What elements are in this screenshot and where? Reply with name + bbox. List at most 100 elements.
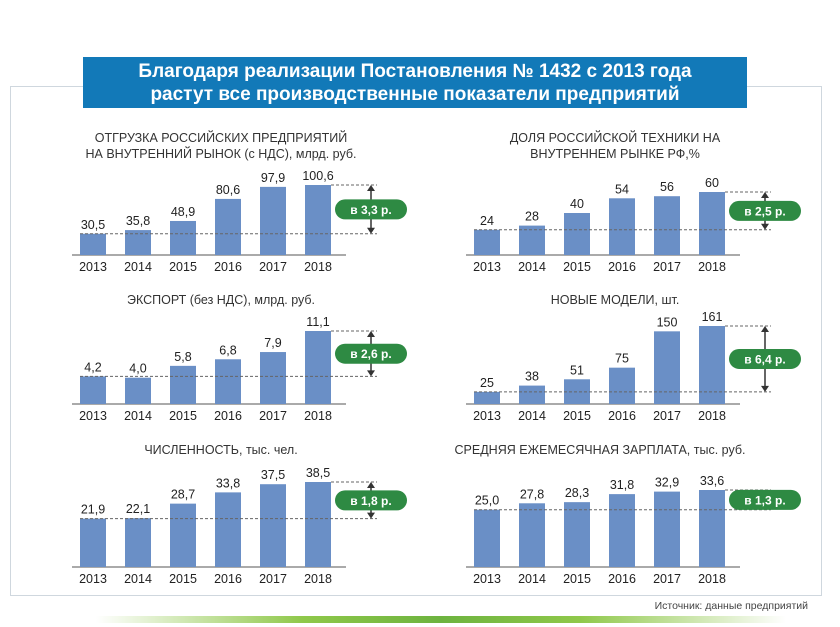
- growth-badge-label: в 6,4 р.: [744, 352, 785, 366]
- x-tick-label: 2013: [79, 260, 107, 274]
- decorative-bottom-bar: [96, 616, 786, 623]
- x-tick-label: 2014: [518, 572, 546, 586]
- growth-badge: [335, 490, 407, 511]
- x-tick-label: 2014: [124, 572, 152, 586]
- x-tick-label: 2016: [608, 409, 636, 423]
- bar: [654, 491, 680, 567]
- data-label: 31,8: [610, 478, 634, 492]
- data-label: 51: [570, 363, 584, 377]
- chart-plot: 21,9 2013 22,1 2014 28,7 2015 33,8 2016 37,5 2017…: [72, 466, 407, 586]
- bar: [609, 367, 635, 404]
- arrow-head-down-icon: [367, 227, 375, 234]
- chart-title-line1: СРЕДНЯЯ ЕЖЕМЕСЯЧНАЯ ЗАРПЛАТА, тыс. руб.: [454, 443, 746, 457]
- x-tick-label: 2018: [698, 409, 726, 423]
- chart-title: СРЕДНЯЯ ЕЖЕМЕСЯЧНАЯ ЗАРПЛАТА, тыс. руб.: [440, 442, 760, 458]
- x-tick-label: 2013: [473, 572, 501, 586]
- bar: [80, 518, 106, 567]
- x-tick-label: 2013: [79, 409, 107, 423]
- arrow-head-up-icon: [761, 326, 769, 332]
- x-tick-label: 2015: [563, 260, 591, 274]
- bar: [519, 385, 545, 404]
- x-tick-label: 2017: [259, 572, 287, 586]
- bar: [260, 484, 286, 567]
- x-tick-label: 2016: [214, 572, 242, 586]
- data-label: 27,8: [520, 487, 544, 501]
- bar: [519, 503, 545, 567]
- data-label: 56: [660, 180, 674, 194]
- x-tick-label: 2017: [653, 409, 681, 423]
- bar: [125, 377, 151, 404]
- x-tick-label: 2015: [563, 572, 591, 586]
- bar: [519, 225, 545, 255]
- x-tick-label: 2017: [653, 260, 681, 274]
- data-label: 24: [480, 214, 494, 228]
- x-tick-label: 2013: [473, 260, 501, 274]
- growth-badge-label: в 2,6 р.: [350, 347, 391, 361]
- arrow-head-down-icon: [761, 223, 769, 230]
- bar: [564, 502, 590, 567]
- growth-badge: [335, 343, 407, 364]
- data-label: 40: [570, 197, 584, 211]
- growth-badge-label: в 2,5 р.: [744, 204, 785, 218]
- arrow-head-up-icon: [367, 331, 375, 337]
- chart-title: ДОЛЯ РОССИЙСКОЙ ТЕХНИКИ НА ВНУТРЕННЕМ РЫ…: [460, 130, 770, 162]
- bar: [170, 503, 196, 567]
- data-label: 35,8: [126, 214, 150, 228]
- chart-plot: 30,5 2013 35,8 2014 48,9 2015 80,6 2016 97,9 2017…: [72, 169, 407, 274]
- chart-title-line1: ЭКСПОРТ (без НДС), млрд. руб.: [126, 293, 316, 307]
- data-label: 4,2: [84, 360, 101, 374]
- data-label: 38,5: [306, 466, 330, 480]
- data-label: 161: [702, 310, 723, 324]
- data-label: 32,9: [655, 476, 679, 490]
- arrow-head-down-icon: [761, 385, 769, 392]
- x-tick-label: 2013: [79, 572, 107, 586]
- data-label: 4,0: [129, 362, 146, 376]
- header-banner: Благодаря реализации Постановления № 143…: [83, 57, 747, 108]
- source-note: Источник: данные предприятий: [654, 600, 808, 612]
- bar: [474, 391, 500, 404]
- data-label: 28,7: [171, 488, 195, 502]
- chart-headcount: ЧИСЛЕННОСТЬ, тыс. чел. 21,9 2013 22,1 2014 2…: [66, 442, 466, 612]
- data-label: 33,8: [216, 476, 240, 490]
- data-label: 48,9: [171, 205, 195, 219]
- x-tick-label: 2016: [214, 260, 242, 274]
- data-label: 7,9: [264, 336, 281, 350]
- chart-plot: 4,2 2013 4,0 2014 5,8 2015 6,8 2016 7,9 2017 11,1 2…: [72, 315, 407, 423]
- bar: [609, 494, 635, 567]
- growth-badge: [729, 200, 801, 221]
- bar: [474, 509, 500, 567]
- chart-export: ЭКСПОРТ (без НДС), млрд. руб. 4,2 2013 4,0…: [66, 292, 466, 462]
- chart-title: НОВЫЕ МОДЕЛИ, шт.: [460, 292, 770, 308]
- x-tick-label: 2015: [169, 409, 197, 423]
- data-label: 21,9: [81, 503, 105, 517]
- data-label: 5,8: [174, 350, 191, 364]
- data-label: 37,5: [261, 468, 285, 482]
- arrow-head-up-icon: [367, 482, 375, 488]
- chart-title: ОТГРУЗКА РОССИЙСКИХ ПРЕДПРИЯТИЙ НА ВНУТР…: [66, 130, 376, 162]
- x-tick-label: 2014: [124, 260, 152, 274]
- bar: [80, 376, 106, 404]
- header-title-line1: Благодаря реализации Постановления № 143…: [138, 61, 692, 82]
- x-tick-label: 2017: [653, 572, 681, 586]
- data-label: 30,5: [81, 218, 105, 232]
- x-tick-label: 2018: [304, 409, 332, 423]
- header-title-line2: растут все производственные показатели п…: [150, 84, 680, 105]
- bar: [260, 352, 286, 404]
- growth-badge: [729, 348, 801, 369]
- bar: [215, 492, 241, 567]
- arrow-head-down-icon: [367, 370, 375, 377]
- x-tick-label: 2015: [169, 260, 197, 274]
- x-tick-label: 2018: [698, 572, 726, 586]
- arrow-head-down-icon: [367, 512, 375, 519]
- x-tick-label: 2015: [563, 409, 591, 423]
- growth-badge-label: в 1,3 р.: [744, 493, 785, 507]
- x-tick-label: 2016: [608, 572, 636, 586]
- bar: [305, 331, 331, 404]
- data-label: 6,8: [219, 343, 236, 357]
- data-label: 28: [525, 210, 539, 224]
- x-tick-label: 2018: [304, 260, 332, 274]
- chart-plot: 25 2013 38 2014 51 2015 75 2016 150 2017 161 2018 в …: [466, 310, 801, 423]
- data-label: 75: [615, 352, 629, 366]
- bar: [699, 326, 725, 404]
- data-label: 150: [657, 315, 678, 329]
